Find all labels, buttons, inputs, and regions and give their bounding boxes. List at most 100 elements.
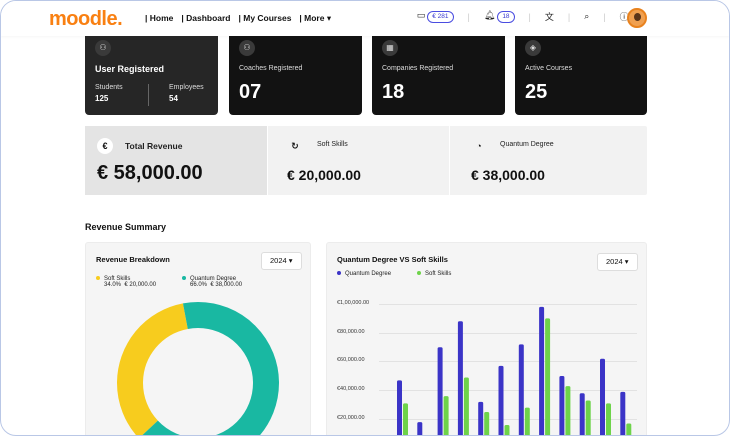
card-label: Active Courses <box>525 65 573 72</box>
nav-dashboard-link[interactable]: | Dashboard <box>181 13 231 23</box>
revenue-breakdown-panel: Revenue Breakdown 2024 ▾ Soft Skills 34.… <box>85 242 311 436</box>
moodle-logo[interactable]: moodle. <box>49 8 123 30</box>
revenue-summary-title: Revenue Summary <box>85 222 167 232</box>
bar-soft-skills-10[interactable] <box>585 400 591 436</box>
bar-quantum-degree-6[interactable] <box>498 365 504 436</box>
bar-soft-skills-11[interactable] <box>606 403 611 436</box>
nav-home-link[interactable]: | Home <box>145 13 174 23</box>
coaches-card: ⚇ Coaches Registered 07 <box>229 36 362 115</box>
grid-line <box>379 390 637 391</box>
wallet-icon: ▭ <box>416 10 426 20</box>
bar-soft-skills-9[interactable] <box>565 386 571 436</box>
bar-quantum-degree-9[interactable] <box>559 376 565 436</box>
companies-card: ▦ Companies Registered 18 <box>372 36 505 115</box>
donut-chart <box>117 302 279 436</box>
divider: | <box>567 11 571 22</box>
nav-more-menu[interactable]: | More ▾ <box>299 13 332 23</box>
y-tick: €20,000.00 <box>337 415 365 421</box>
divider <box>449 126 450 195</box>
bar-quantum-degree-11[interactable] <box>600 358 605 436</box>
donut-slice-soft-skills[interactable] <box>117 302 279 436</box>
grid-line <box>379 419 637 420</box>
help-icon[interactable]: ⓘ <box>619 12 629 22</box>
y-tick: €40,000.00 <box>337 386 365 392</box>
legend-quantum-degree: Quantum Degree <box>337 271 391 277</box>
nav-actions: ▭€ 281 | 🔔︎18 | 文 | ⌕ | ⓘ | <box>417 10 645 23</box>
chevron-down-icon: ▾ <box>288 256 293 265</box>
main-nav: | Home | Dashboard | My Courses | More ▾ <box>145 13 331 24</box>
legend-soft-skills: Soft Skills <box>417 271 451 277</box>
revenue-strip: € Total Revenue € 58,000.00 ↻ Soft Skill… <box>85 126 647 195</box>
bar-soft-skills-12[interactable] <box>626 423 632 436</box>
students-label: Students <box>95 84 123 91</box>
total-revenue-section <box>85 126 267 195</box>
bar-quantum-degree-2[interactable] <box>417 422 423 436</box>
y-tick: €60,000.00 <box>337 357 365 363</box>
wallet-badge: € 281 <box>427 11 454 23</box>
comparison-panel: Quantum Degree VS Soft Skills 2024 ▾ Qua… <box>326 242 647 436</box>
bell-icon: 🔔︎ <box>483 10 496 20</box>
divider: | <box>528 11 531 22</box>
panel-title: Quantum Degree VS Soft Skills <box>337 255 448 264</box>
employees-value: 54 <box>169 94 178 103</box>
coach-icon: ⚇ <box>239 40 255 56</box>
divider: | <box>467 11 470 22</box>
bar-quantum-degree-12[interactable] <box>620 391 626 436</box>
bar-quantum-degree-5[interactable] <box>478 401 484 436</box>
bar-chart <box>397 306 632 436</box>
total-revenue-label: Total Revenue <box>125 141 183 151</box>
language-icon[interactable]: 文 <box>544 12 554 22</box>
bar-quantum-degree-7[interactable] <box>518 344 524 436</box>
donut-slice-quantum-degree[interactable] <box>117 302 279 436</box>
notifications-button[interactable]: 🔔︎ 18 <box>484 10 515 23</box>
legend-dot <box>96 276 100 281</box>
grid-line <box>379 304 637 305</box>
soft-skills-label: Soft Skills <box>317 141 348 148</box>
user-icon: ⚇ <box>95 40 111 56</box>
search-icon[interactable]: ⌕ <box>584 11 590 21</box>
pie-icon: ◔ <box>476 141 482 151</box>
quantum-degree-label: Quantum Degree <box>500 141 554 148</box>
soft-skills-value: € 20,000.00 <box>287 167 361 183</box>
building-icon: ▦ <box>382 40 398 56</box>
bar-soft-skills-7[interactable] <box>524 407 530 436</box>
card-label: Companies Registered <box>382 65 454 72</box>
bar-quantum-degree-4[interactable] <box>457 321 463 436</box>
bar-quantum-degree-3[interactable] <box>437 347 443 436</box>
students-value: 125 <box>95 94 109 103</box>
bar-soft-skills-4[interactable] <box>463 377 469 436</box>
card-value: 18 <box>382 81 405 103</box>
courses-card: ◈ Active Courses 25 <box>515 36 647 115</box>
legend-dot <box>337 271 341 276</box>
nav-my-courses-link[interactable]: | My Courses <box>238 13 292 23</box>
wallet-button[interactable]: ▭ € 281 <box>417 10 454 23</box>
total-revenue-value: € 58,000.00 <box>97 162 203 184</box>
bar-soft-skills-1[interactable] <box>403 403 408 436</box>
card-value: 07 <box>239 81 262 103</box>
legend-soft-skills: Soft Skills 34.0% € 20,000.00 <box>96 276 156 288</box>
grid-line <box>379 333 637 334</box>
user-avatar[interactable] <box>627 8 647 28</box>
top-navbar: moodle. | Home | Dashboard | My Courses … <box>1 1 729 36</box>
legend-quantum-degree: Quantum Degree 66.0% € 38,000.00 <box>182 276 242 288</box>
bar-quantum-degree-10[interactable] <box>579 393 585 436</box>
bar-soft-skills-6[interactable] <box>504 424 510 436</box>
card-label: Coaches Registered <box>239 65 303 72</box>
divider <box>267 126 268 195</box>
bar-quantum-degree-1[interactable] <box>397 380 402 436</box>
user-registered-card: ⚇ User Registered Students 125 Employees… <box>85 36 218 115</box>
bar-soft-skills-5[interactable] <box>484 412 490 436</box>
year-select[interactable]: 2024 ▾ <box>261 252 302 270</box>
bar-soft-skills-8[interactable] <box>545 318 551 436</box>
card-value: 25 <box>525 81 548 103</box>
panel-title: Revenue Breakdown <box>96 255 170 264</box>
shield-icon: ◈ <box>525 40 541 56</box>
bar-soft-skills-3[interactable] <box>443 396 449 436</box>
year-select[interactable]: 2024 ▾ <box>597 253 638 271</box>
chevron-down-icon: ▾ <box>624 257 629 266</box>
legend-dot <box>182 276 186 281</box>
y-tick: €80,000.00 <box>337 329 365 335</box>
employees-label: Employees <box>169 84 204 91</box>
bar-quantum-degree-8[interactable] <box>539 306 545 436</box>
